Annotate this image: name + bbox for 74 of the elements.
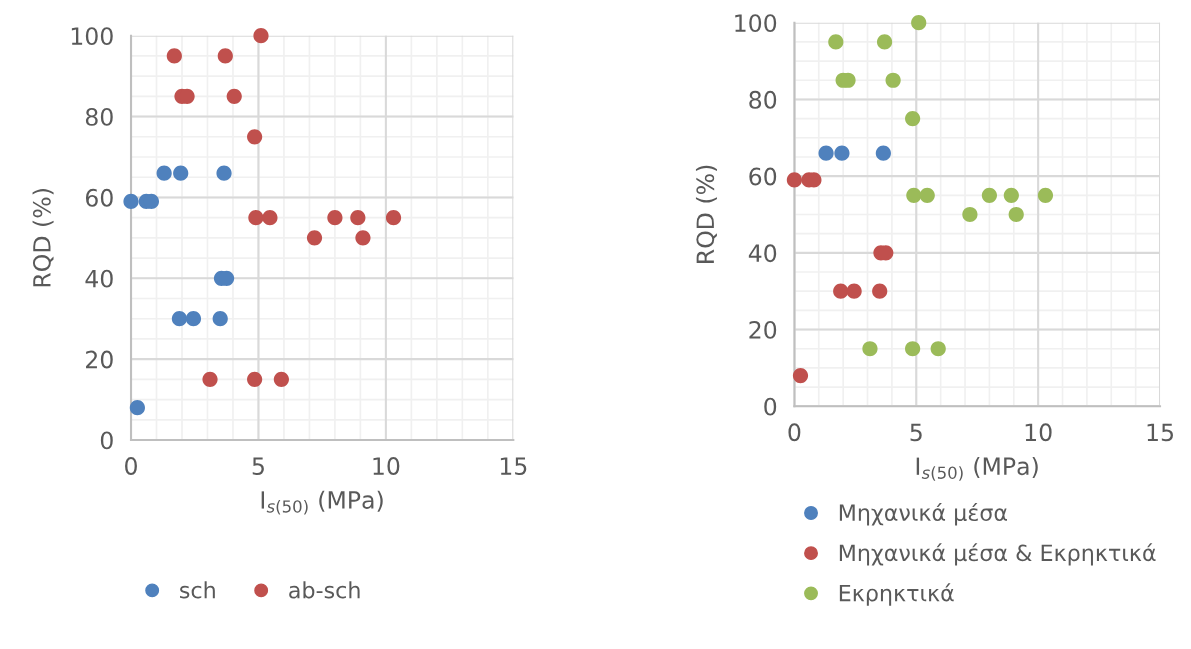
legend-label: Εκρηκτικά — [839, 583, 954, 606]
point — [247, 371, 263, 387]
y-tick-label: 40 — [85, 269, 113, 288]
point — [792, 367, 809, 384]
point — [846, 283, 862, 299]
legend-label: Μηχανικά μέσα & Εκρηκτικά — [839, 543, 1156, 566]
x-tick-label: 10 — [1025, 423, 1052, 442]
point — [156, 165, 172, 181]
point — [273, 371, 289, 387]
y-tick-label: 100 — [735, 14, 777, 33]
point — [306, 230, 323, 246]
point — [327, 210, 343, 226]
x-tick-label: 0 — [125, 457, 137, 475]
y-tick-label: 0 — [764, 397, 777, 416]
point — [905, 111, 921, 127]
point — [828, 34, 844, 50]
y-tick-label: 60 — [749, 167, 777, 186]
point — [123, 193, 139, 210]
point — [862, 341, 878, 357]
point — [981, 187, 998, 203]
point — [905, 341, 921, 357]
y-tick-label: 40 — [748, 244, 777, 263]
point — [833, 283, 849, 299]
x-tick-label: 5 — [910, 423, 922, 442]
y-axis-title: RQD (%) — [695, 165, 717, 263]
point — [818, 145, 834, 161]
x-tick-label: 0 — [788, 423, 801, 442]
point — [248, 210, 264, 226]
point — [875, 145, 891, 161]
y-tick-label: 20 — [749, 321, 777, 339]
point — [930, 341, 946, 357]
legend-label: sch — [180, 581, 215, 599]
x-tick-label: 15 — [1147, 423, 1173, 442]
point — [834, 145, 850, 161]
y-axis-title: RQD (%) — [32, 189, 54, 287]
point — [885, 72, 901, 88]
x-tick-label: 15 — [500, 457, 527, 475]
point — [216, 165, 232, 181]
y-tick-label: 80 — [749, 90, 777, 109]
y-tick-label: 20 — [86, 350, 113, 369]
point — [212, 311, 228, 327]
point — [1008, 206, 1024, 223]
point — [385, 210, 402, 226]
point — [166, 48, 182, 64]
point — [911, 15, 927, 31]
y-tick-label: 100 — [71, 27, 113, 45]
point — [962, 206, 978, 223]
point — [171, 311, 188, 327]
point — [355, 230, 371, 246]
point — [185, 311, 202, 327]
x-tick-label: 10 — [373, 457, 400, 475]
x-tick-label: 5 — [252, 457, 264, 475]
point — [1037, 187, 1054, 203]
point — [129, 400, 145, 416]
y-tick-label: 80 — [85, 108, 113, 126]
point — [253, 28, 269, 44]
x-axis-title: I$_{s(50)}$ (MPa) — [261, 490, 383, 515]
point — [350, 210, 366, 226]
point — [906, 187, 922, 203]
point — [1003, 187, 1019, 203]
point — [226, 88, 242, 104]
point — [262, 210, 278, 226]
point — [872, 283, 888, 299]
point — [876, 34, 893, 50]
point — [919, 187, 935, 203]
x-axis-title: I$_{s(50)}$ (MPa) — [916, 456, 1038, 481]
point — [202, 371, 218, 387]
point — [217, 48, 233, 64]
point — [247, 129, 263, 145]
point — [786, 172, 802, 188]
point — [173, 165, 189, 181]
legend-label: ab-sch — [289, 581, 360, 599]
legend-label: Μηχανικά μέσα — [839, 502, 1007, 526]
y-tick-label: 60 — [85, 188, 113, 207]
